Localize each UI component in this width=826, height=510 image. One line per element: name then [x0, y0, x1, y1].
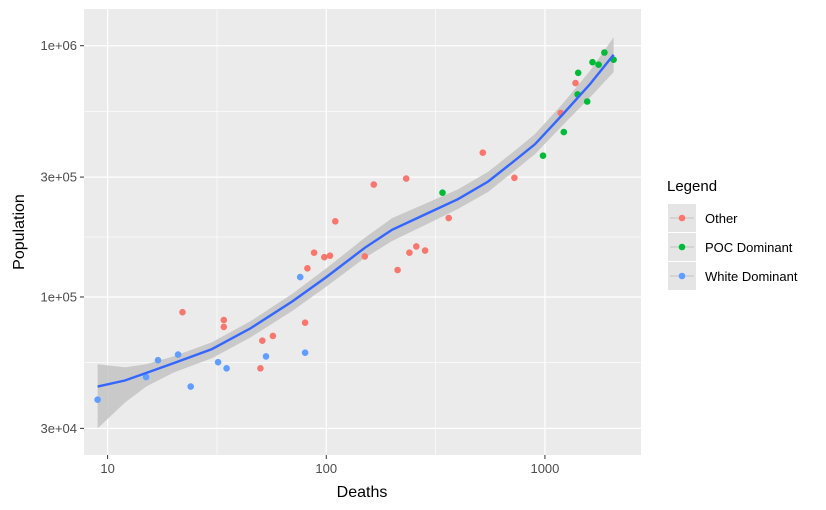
data-point-white-dominant — [301, 349, 309, 357]
x-tick-label: 100 — [315, 461, 337, 476]
data-point-poc-dominant — [595, 61, 602, 68]
y-tick-label: 3e+05 — [40, 170, 77, 185]
data-point-white-dominant — [296, 273, 304, 281]
data-point-other — [572, 79, 579, 87]
x-axis-ticks: 10 100 1000 — [100, 455, 559, 476]
data-point-other — [370, 181, 378, 188]
data-point-white-dominant — [154, 356, 162, 364]
legend-label-other: Other — [705, 211, 738, 226]
data-point-other — [326, 252, 334, 259]
x-tick-label: 10 — [100, 461, 114, 476]
x-tick-label: 1000 — [530, 461, 559, 476]
x-axis-title: Deaths — [337, 484, 388, 501]
y-tick-label: 1e+06 — [40, 38, 77, 53]
y-axis-title: Population — [11, 194, 28, 270]
data-point-white-dominant — [214, 358, 222, 366]
data-point-poc-dominant — [601, 49, 608, 56]
legend-symbol-white-dominant — [678, 272, 686, 280]
data-point-other — [304, 265, 311, 272]
data-point-white-dominant — [142, 373, 150, 381]
data-point-white-dominant — [187, 383, 194, 390]
legend-label-poc-dominant: POC Dominant — [705, 240, 793, 255]
data-point-other — [321, 253, 328, 261]
data-point-poc-dominant — [560, 128, 568, 136]
data-point-other — [479, 149, 487, 156]
data-point-other — [511, 174, 518, 182]
data-point-white-dominant — [223, 365, 230, 372]
legend-symbol-poc-dominant — [678, 243, 686, 251]
data-point-poc-dominant — [583, 98, 591, 105]
data-point-poc-dominant — [539, 152, 547, 159]
legend-title: Legend — [667, 178, 717, 195]
data-point-other — [179, 308, 186, 316]
data-point-other — [394, 266, 401, 274]
data-point-poc-dominant — [589, 58, 596, 66]
legend-symbol-other — [678, 214, 686, 222]
y-axis-ticks: 3e+04 1e+05 3e+05 1e+06 — [40, 38, 84, 436]
y-tick-label: 1e+05 — [40, 289, 77, 304]
data-point-other — [269, 332, 277, 340]
data-point-other — [220, 323, 228, 331]
major-gridlines — [84, 9, 641, 455]
data-point-poc-dominant — [439, 189, 446, 196]
data-point-other — [259, 337, 266, 345]
legend: Legend Other POC Dominant White Dominant — [667, 178, 798, 290]
plot-panel — [84, 9, 641, 455]
data-point-poc-dominant — [574, 69, 582, 77]
data-point-other — [220, 316, 228, 324]
data-point-white-dominant — [94, 396, 101, 404]
data-point-other — [445, 214, 453, 222]
trend-line — [97, 54, 615, 388]
data-point-white-dominant — [174, 351, 182, 358]
data-point-other — [406, 249, 413, 256]
data-points — [94, 49, 617, 404]
y-tick-label: 3e+04 — [40, 421, 77, 436]
data-point-other — [257, 365, 264, 372]
data-point-other — [301, 319, 309, 327]
data-point-other — [310, 249, 318, 256]
data-point-other — [332, 218, 339, 225]
data-point-other — [361, 253, 369, 260]
legend-label-white-dominant: White Dominant — [705, 269, 798, 284]
data-point-other — [421, 247, 429, 254]
data-point-other — [413, 243, 420, 250]
data-point-other — [402, 175, 410, 182]
data-point-white-dominant — [262, 353, 270, 360]
